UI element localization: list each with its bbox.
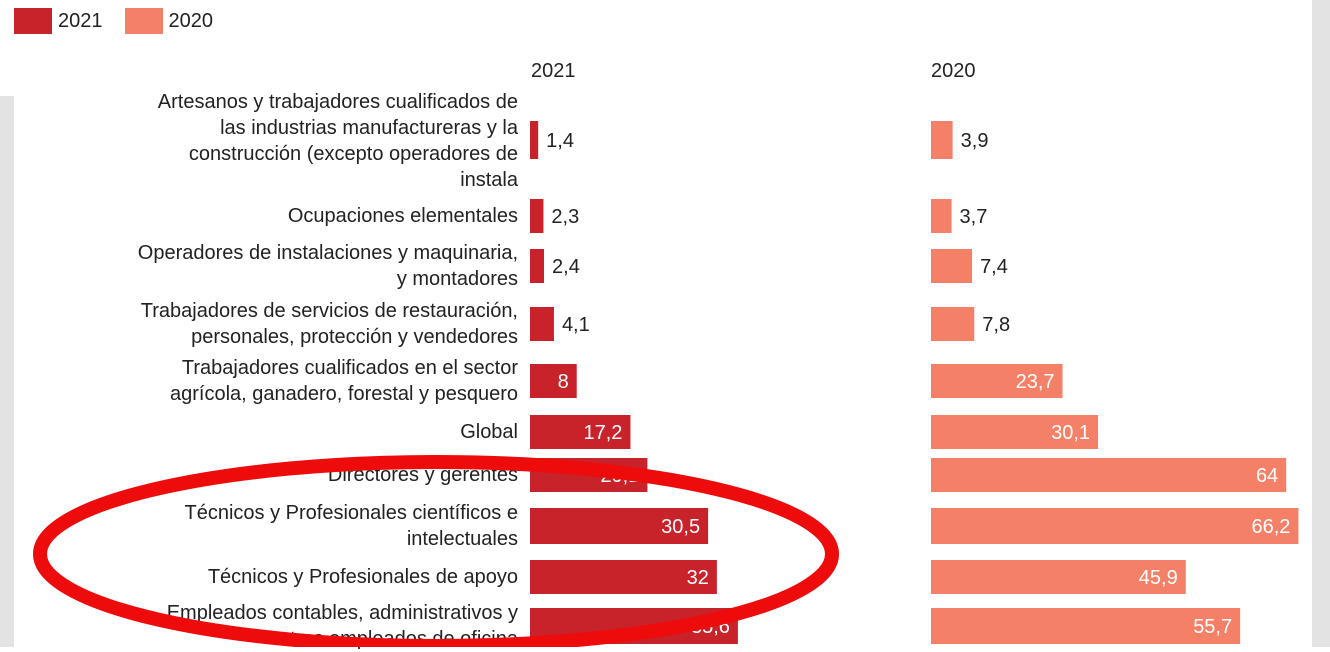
bar-2020-7	[931, 508, 1299, 544]
bar-2021-5	[530, 415, 631, 449]
category-label-line: Trabajadores de servicios de restauració…	[140, 300, 518, 322]
category-label-line: Global	[460, 421, 518, 443]
bar-2021-4	[530, 364, 577, 398]
value-label-2020-3: 7,8	[982, 314, 1010, 336]
category-label-line: Técnicos y Profesionales científicos e	[184, 502, 519, 524]
category-label-line: Trabajadores cualificados en el sector	[181, 357, 518, 379]
category-label: Ocupaciones elementales	[288, 203, 518, 229]
value-label-2020-0: 3,9	[961, 130, 989, 152]
category-label-line: Artesanos y trabajadores cualificados de	[157, 91, 518, 113]
value-label-2021-4: 8	[558, 371, 569, 393]
right-edge-strip	[1312, 0, 1330, 647]
value-label-2020-6: 64	[1256, 465, 1278, 487]
category-label-line: Ocupaciones elementales	[287, 205, 518, 227]
legend-item-2021: 2021	[14, 8, 103, 34]
panel-title-2021: 2021	[531, 60, 576, 82]
bar-2020-8	[931, 560, 1186, 594]
value-label-2020-8: 45,9	[1139, 567, 1178, 589]
value-label-2021-5: 17,2	[584, 422, 623, 444]
category-label-line: instala	[460, 169, 518, 191]
category-label-line: Operadores de instalaciones y maquinaria…	[137, 242, 518, 264]
bar-2021-7	[530, 508, 709, 544]
category-label-line: agrícola, ganadero, forestal y pesquero	[170, 383, 518, 405]
legend-label-2020: 2020	[168, 9, 214, 32]
category-label-line: personales, protección y vendedores	[191, 326, 518, 348]
category-label: Técnicos y Profesionales de apoyo	[208, 564, 518, 590]
value-label-2021-0: 1,4	[546, 130, 574, 152]
category-label-line: Técnicos y Profesionales de apoyo	[207, 566, 518, 588]
bar-2020-3	[931, 307, 975, 341]
value-label-2020-5: 30,1	[1051, 422, 1090, 444]
category-label: Técnicos y Profesionales científicos e in…	[185, 500, 519, 552]
bar-2021-3	[530, 307, 554, 341]
category-label-line: intelectuales	[406, 528, 518, 550]
category-label-line: las industrias manufactureras y la	[220, 117, 518, 139]
legend-item-2020: 2020	[124, 8, 214, 34]
value-label-2020-7: 66,2	[1251, 516, 1290, 538]
legend-swatch-2021	[14, 8, 52, 34]
bar-2020-4	[931, 364, 1063, 398]
value-label-2021-1: 2,3	[551, 206, 579, 228]
category-label: Global	[460, 419, 518, 445]
bar-2020-5	[931, 415, 1099, 449]
value-label-2020-1: 3,7	[960, 206, 988, 228]
bar-2020-0	[931, 121, 953, 159]
bar-2021-1	[530, 199, 544, 233]
category-label-line: Empleados contables, administrativos y	[166, 602, 518, 624]
category-label: Trabajadores cualificados en el sector ag…	[170, 355, 518, 407]
bar-2021-8	[530, 560, 717, 594]
category-label-line: y montadores	[396, 268, 518, 290]
bar-2020-6	[931, 458, 1287, 492]
value-label-2021-3: 4,1	[562, 314, 590, 336]
value-label-2021-2: 2,4	[552, 256, 580, 278]
legend-swatch-2020	[124, 8, 163, 34]
bar-2020-2	[931, 249, 973, 283]
category-label: Trabajadores de servicios de restauració…	[141, 298, 518, 350]
value-label-2021-7: 30,5	[661, 516, 700, 538]
category-label: Operadores de instalaciones y maquinaria…	[138, 240, 518, 292]
value-label-2020-9: 55,7	[1193, 616, 1232, 638]
legend-label-2021: 2021	[58, 9, 103, 32]
value-label-2020-4: 23,7	[1016, 371, 1055, 393]
legend: 2021 2020	[14, 8, 235, 34]
bar-2020-9	[931, 608, 1241, 644]
category-label: Artesanos y trabajadores cualificados de…	[158, 89, 518, 193]
bar-2020-1	[931, 199, 952, 233]
bar-2021-0	[530, 121, 539, 159]
highlight-ellipse	[33, 455, 839, 647]
value-label-2021-8: 32	[687, 567, 709, 589]
category-label-line: construcción (excepto operadores de	[188, 143, 518, 165]
bar-2021-2	[530, 249, 545, 283]
left-edge-strip	[0, 96, 14, 647]
value-label-2020-2: 7,4	[980, 256, 1008, 278]
panel-title-2020: 2020	[931, 60, 976, 82]
